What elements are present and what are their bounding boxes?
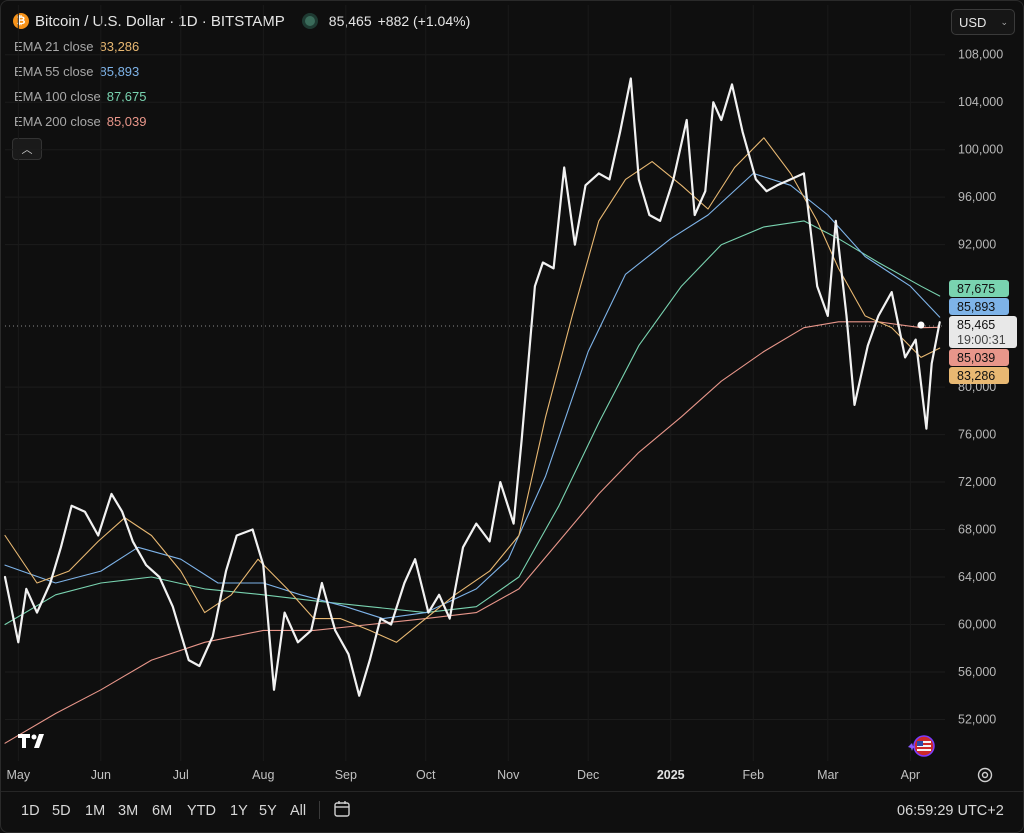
timeframe-5y[interactable]: 5Y	[259, 803, 277, 819]
ema100-tag: 87,675	[949, 280, 1009, 297]
utc-clock[interactable]: 06:59:29 UTC+2	[897, 803, 1004, 819]
legend-label: EMA 21 close	[14, 39, 94, 54]
timeframe-3m[interactable]: 3M	[118, 803, 139, 819]
symbol-title: Bitcoin / U.S. Dollar · 1D · BITSTAMP	[35, 12, 285, 30]
y-tick-label: 92,000	[958, 238, 996, 252]
legend-label: EMA 200 close	[14, 114, 101, 129]
series-line-ema-200-close	[4, 321, 941, 744]
bottom-toolbar	[1, 791, 1023, 832]
x-tick-label: Jun	[91, 768, 111, 782]
y-tick-label: 108,000	[958, 48, 1003, 62]
ema55-tag: 85,893	[949, 298, 1009, 315]
last-price: 85,465	[328, 13, 372, 29]
legend-label: EMA 100 close	[14, 89, 101, 104]
x-tick-label: Oct	[416, 768, 436, 782]
timeframe-6m[interactable]: 6M	[152, 803, 173, 819]
timeframe-ytd[interactable]: YTD	[187, 803, 216, 819]
x-tick-label: Nov	[497, 768, 520, 782]
indicator-legend: EMA 21 close 83,286 EMA 55 close 85,893 EM…	[14, 39, 146, 139]
x-tick-label: Feb	[742, 768, 764, 782]
y-tick-label: 56,000	[958, 665, 996, 679]
legend-ema55[interactable]: EMA 55 close 85,893	[14, 64, 146, 89]
bar-countdown: 19:00:31	[957, 333, 1006, 347]
toolbar-divider	[319, 801, 320, 819]
timeframe-all[interactable]: All	[290, 803, 307, 819]
y-tick-label: 52,000	[958, 712, 996, 726]
x-tick-label: Jul	[173, 768, 189, 782]
series-line-ema-21-close	[4, 137, 941, 643]
y-tick-label: 76,000	[958, 428, 996, 442]
y-axis: 108,000104,000100,00096,00092,00080,0007…	[958, 48, 1003, 727]
grid	[5, 5, 945, 761]
bitcoin-icon: ₿	[13, 13, 29, 29]
timeframe-1m[interactable]: 1M	[85, 803, 106, 819]
currency-label: USD	[959, 14, 987, 30]
ema200-tag: 85,039	[949, 349, 1009, 366]
x-tick-label: Apr	[901, 768, 920, 782]
last-price-tag-value: 85,465	[957, 318, 996, 332]
market-status-icon	[304, 16, 315, 26]
x-tick-label: Aug	[252, 768, 274, 782]
legend-label: EMA 55 close	[14, 64, 94, 79]
series-line-btcusd	[3, 77, 941, 697]
timeframe-1d[interactable]: 1D	[21, 803, 40, 819]
series-layer	[3, 77, 941, 744]
y-tick-label: 96,000	[958, 190, 996, 204]
x-tick-label: Mar	[817, 768, 839, 782]
symbol-header[interactable]: ₿ Bitcoin / U.S. Dollar · 1D · BITSTAMP …	[13, 11, 470, 31]
series-line-ema-55-close	[4, 172, 941, 620]
timeframe-5d[interactable]: 5D	[52, 803, 71, 819]
x-tick-label: 2025	[657, 768, 685, 782]
legend-value: 85,893	[99, 64, 140, 79]
legend-ema200[interactable]: EMA 200 close 85,039	[14, 114, 146, 139]
chevron-down-icon: ⌄	[1000, 16, 1008, 27]
legend-ema21[interactable]: EMA 21 close 83,286	[14, 39, 146, 64]
y-tick-label: 64,000	[958, 570, 996, 584]
price-change: +882 (+1.04%)	[377, 13, 471, 29]
x-tick-label: Sep	[335, 768, 357, 782]
tradingview-logo[interactable]	[16, 730, 52, 750]
legend-value: 85,039	[106, 114, 147, 129]
legend-value: 83,286	[99, 39, 140, 54]
gear-icon[interactable]	[976, 766, 994, 784]
y-tick-label: 68,000	[958, 523, 996, 537]
last-price-marker	[917, 321, 925, 329]
y-tick-label: 104,000	[958, 95, 1003, 109]
us-flag-icon[interactable]	[907, 735, 937, 757]
legend-value: 87,675	[106, 89, 147, 104]
calendar-range-icon[interactable]	[332, 799, 352, 819]
y-tick-label: 100,000	[958, 143, 1003, 157]
legend-ema100[interactable]: EMA 100 close 87,675	[14, 89, 146, 114]
last-price-tag: 85,465 19:00:31	[949, 316, 1017, 348]
ema21-tag: 83,286	[949, 367, 1009, 384]
x-tick-label: Dec	[577, 768, 599, 782]
y-tick-label: 72,000	[958, 475, 996, 489]
price-chart[interactable]: 108,000104,000100,00096,00092,00080,0007…	[1, 1, 1023, 791]
x-axis: May Jun Jul Aug Sep Oct Nov Dec 2025 Feb Mar Apr	[7, 768, 921, 782]
x-tick-label: May	[7, 768, 31, 782]
timeframe-1y[interactable]: 1Y	[230, 803, 248, 819]
y-tick-label: 60,000	[958, 617, 996, 631]
currency-select[interactable]: USD ⌄	[951, 9, 1015, 35]
